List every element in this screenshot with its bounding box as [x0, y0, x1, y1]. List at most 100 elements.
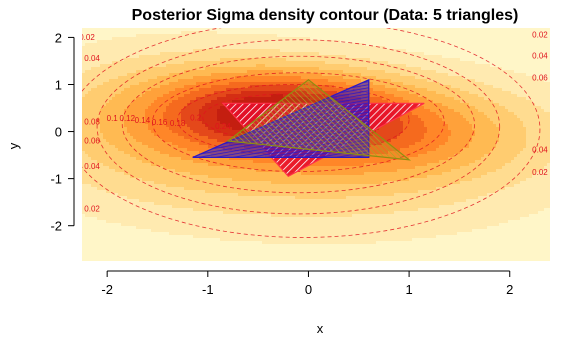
density-cell [121, 88, 125, 92]
density-cell [496, 91, 500, 95]
density-cell [361, 61, 365, 65]
density-cell [223, 109, 227, 113]
density-cell [475, 82, 479, 86]
density-cell [82, 73, 86, 77]
density-cell [211, 61, 215, 65]
density-cell [478, 103, 482, 107]
density-cell [214, 67, 218, 71]
density-cell [409, 58, 413, 62]
density-cell [82, 82, 86, 86]
density-cell [478, 112, 482, 116]
density-cell [388, 46, 392, 50]
density-cell [463, 31, 467, 35]
density-cell [394, 76, 398, 80]
density-cell [280, 34, 284, 38]
density-cell [427, 52, 431, 56]
density-cell [421, 79, 425, 83]
density-cell [154, 52, 158, 56]
density-cell [433, 91, 437, 95]
density-cell [427, 37, 431, 41]
density-cell [148, 76, 152, 80]
density-cell [112, 49, 116, 53]
density-cell [544, 40, 548, 44]
density-cell [112, 103, 116, 107]
density-cell [355, 31, 359, 35]
density-cell [502, 61, 506, 65]
density-cell [241, 28, 245, 32]
density-cell [160, 40, 164, 44]
density-cell [535, 100, 539, 104]
density-cell [511, 115, 515, 119]
density-cell [457, 46, 461, 50]
density-cell [460, 61, 464, 65]
density-cell [148, 73, 152, 77]
density-cell [253, 34, 257, 38]
density-cell [109, 64, 113, 68]
density-cell [427, 40, 431, 44]
density-cell [385, 94, 389, 98]
density-cell [121, 100, 125, 104]
density-cell [214, 118, 218, 122]
density-cell [151, 112, 155, 116]
density-cell [187, 70, 191, 74]
density-cell [82, 43, 86, 47]
density-cell [190, 55, 194, 59]
density-cell [232, 46, 236, 50]
density-cell [430, 91, 434, 95]
density-cell [547, 28, 550, 32]
density-cell [148, 94, 152, 98]
density-cell [541, 37, 545, 41]
density-cell [178, 91, 182, 95]
density-cell [112, 109, 116, 113]
density-cell [118, 70, 122, 74]
density-cell [520, 79, 524, 83]
density-cell [250, 94, 254, 98]
density-cell [142, 121, 146, 125]
density-cell [124, 73, 128, 77]
density-cell [172, 112, 176, 116]
density-cell [535, 40, 539, 44]
density-cell [505, 82, 509, 86]
density-cell [451, 61, 455, 65]
density-cell [511, 46, 515, 50]
density-cell [436, 88, 440, 92]
density-cell [187, 46, 191, 50]
density-cell [520, 100, 524, 104]
density-cell [472, 115, 476, 119]
density-cell [322, 43, 326, 47]
density-cell [391, 79, 395, 83]
density-cell [175, 61, 179, 65]
density-cell [316, 70, 320, 74]
density-cell [406, 100, 410, 104]
density-cell [178, 103, 182, 107]
density-cell [304, 31, 308, 35]
density-cell [244, 70, 248, 74]
density-cell [451, 37, 455, 41]
density-cell [133, 61, 137, 65]
density-cell [160, 82, 164, 86]
density-cell [487, 115, 491, 119]
density-cell [196, 31, 200, 35]
density-cell [175, 73, 179, 77]
density-cell [505, 64, 509, 68]
density-cell [421, 28, 425, 32]
density-cell [520, 52, 524, 56]
density-cell [325, 55, 329, 59]
density-cell [175, 115, 179, 119]
density-cell [457, 103, 461, 107]
density-cell [472, 34, 476, 38]
density-cell [220, 82, 224, 86]
density-cell [262, 49, 266, 53]
density-cell [454, 91, 458, 95]
density-cell [103, 106, 107, 110]
density-cell [469, 58, 473, 62]
density-cell [487, 88, 491, 92]
density-cell [325, 91, 329, 95]
density-cell [472, 61, 476, 65]
density-cell [541, 73, 545, 77]
density-cell [361, 28, 365, 32]
density-cell [208, 61, 212, 65]
density-cell [202, 46, 206, 50]
density-cell [334, 76, 338, 80]
density-cell [151, 79, 155, 83]
